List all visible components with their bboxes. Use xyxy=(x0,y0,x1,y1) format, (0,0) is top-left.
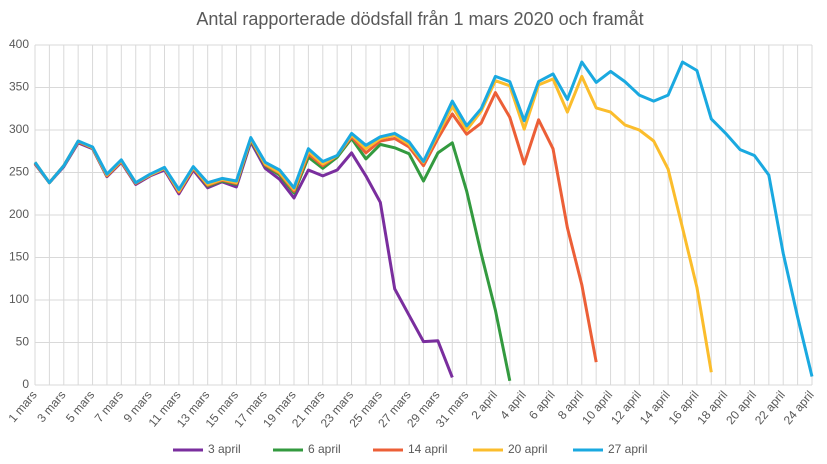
y-tick-label: 350 xyxy=(9,80,29,94)
x-tick-label: 5 mars xyxy=(63,388,97,425)
y-tick-label: 150 xyxy=(9,250,29,264)
x-tick-label: 4 april xyxy=(497,388,529,422)
y-tick-label: 0 xyxy=(22,377,29,391)
y-tick-label: 250 xyxy=(9,165,29,179)
series-line xyxy=(33,60,814,377)
x-tick-label: 10 april xyxy=(579,388,615,427)
x-tick-label: 20 april xyxy=(723,388,759,427)
x-tick-label: 24 april xyxy=(781,388,817,427)
y-tick-label: 200 xyxy=(9,207,29,221)
x-tick-label: 7 mars xyxy=(92,388,126,425)
x-tick-label: 3 mars xyxy=(34,388,68,425)
legend-label: 6 april xyxy=(308,442,341,456)
x-tick-label: 1 mars xyxy=(5,388,39,425)
x-tick-label: 16 april xyxy=(666,388,702,427)
x-tick-label: 2 april xyxy=(468,388,500,422)
x-tick-label: 12 april xyxy=(608,388,644,427)
legend-label: 27 april xyxy=(608,442,647,456)
series-line xyxy=(33,74,713,373)
y-tick-label: 100 xyxy=(9,292,29,306)
y-tick-label: 50 xyxy=(16,335,30,349)
legend-label: 3 april xyxy=(208,442,241,456)
legend-label: 14 april xyxy=(408,442,447,456)
y-tick-label: 300 xyxy=(9,122,29,136)
y-tick-label: 400 xyxy=(9,37,29,51)
series-line xyxy=(33,91,598,363)
x-tick-label: 14 april xyxy=(637,388,673,427)
x-tick-label: 6 april xyxy=(526,388,558,422)
legend-label: 20 april xyxy=(508,442,547,456)
chart-title: Antal rapporterade dödsfall från 1 mars … xyxy=(196,9,643,29)
x-tick-label: 18 april xyxy=(694,388,730,427)
x-tick-label: 22 april xyxy=(752,388,788,427)
